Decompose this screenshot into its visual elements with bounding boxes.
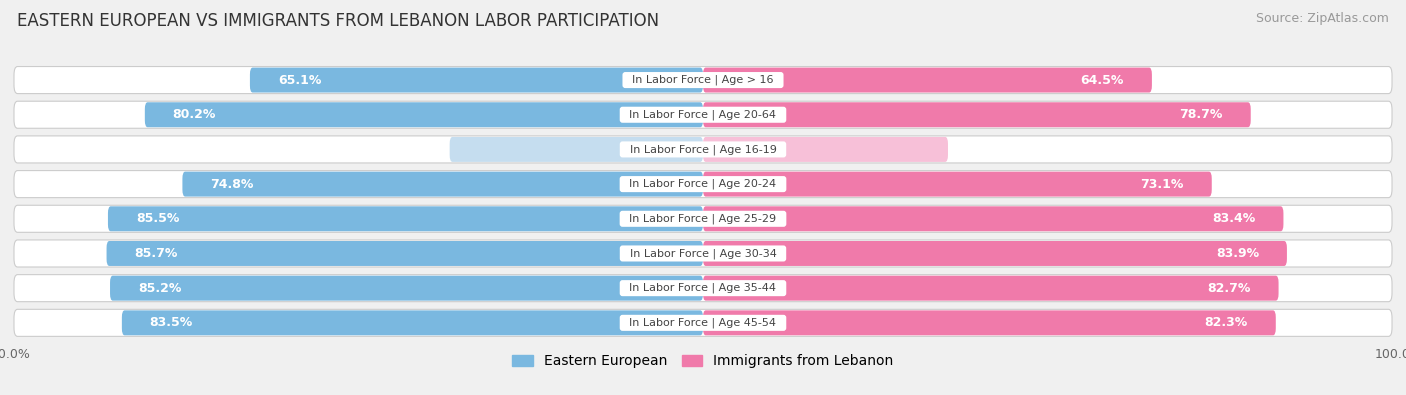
Text: Source: ZipAtlas.com: Source: ZipAtlas.com [1256, 12, 1389, 25]
FancyBboxPatch shape [250, 68, 703, 92]
FancyBboxPatch shape [14, 275, 1392, 302]
Legend: Eastern European, Immigrants from Lebanon: Eastern European, Immigrants from Lebano… [506, 348, 900, 374]
FancyBboxPatch shape [703, 68, 1152, 92]
FancyBboxPatch shape [14, 136, 1392, 163]
Text: 80.2%: 80.2% [173, 108, 217, 121]
FancyBboxPatch shape [450, 137, 703, 162]
Text: 36.4%: 36.4% [636, 143, 675, 156]
Text: 82.3%: 82.3% [1205, 316, 1249, 329]
FancyBboxPatch shape [14, 240, 1392, 267]
Text: 85.5%: 85.5% [136, 212, 179, 225]
Text: In Labor Force | Age 20-24: In Labor Force | Age 20-24 [623, 179, 783, 189]
Text: 64.5%: 64.5% [1081, 73, 1123, 87]
Text: In Labor Force | Age 30-34: In Labor Force | Age 30-34 [623, 248, 783, 259]
FancyBboxPatch shape [145, 102, 703, 127]
Text: In Labor Force | Age 35-44: In Labor Force | Age 35-44 [623, 283, 783, 293]
FancyBboxPatch shape [703, 310, 1275, 335]
Text: 78.7%: 78.7% [1180, 108, 1223, 121]
Text: 65.1%: 65.1% [278, 73, 321, 87]
Text: 83.4%: 83.4% [1212, 212, 1256, 225]
FancyBboxPatch shape [107, 241, 703, 266]
FancyBboxPatch shape [14, 171, 1392, 198]
Text: 82.7%: 82.7% [1208, 282, 1251, 295]
FancyBboxPatch shape [14, 66, 1392, 94]
FancyBboxPatch shape [183, 171, 703, 197]
FancyBboxPatch shape [703, 206, 1284, 231]
FancyBboxPatch shape [14, 101, 1392, 128]
Text: In Labor Force | Age 45-54: In Labor Force | Age 45-54 [623, 318, 783, 328]
FancyBboxPatch shape [14, 309, 1392, 337]
FancyBboxPatch shape [703, 276, 1278, 301]
Text: 85.2%: 85.2% [138, 282, 181, 295]
Text: 83.9%: 83.9% [1216, 247, 1260, 260]
FancyBboxPatch shape [703, 137, 948, 162]
Text: In Labor Force | Age > 16: In Labor Force | Age > 16 [626, 75, 780, 85]
FancyBboxPatch shape [122, 310, 703, 335]
FancyBboxPatch shape [703, 241, 1286, 266]
FancyBboxPatch shape [703, 171, 1212, 197]
Text: 85.7%: 85.7% [135, 247, 177, 260]
FancyBboxPatch shape [108, 206, 703, 231]
Text: 74.8%: 74.8% [211, 178, 253, 191]
Text: 35.2%: 35.2% [731, 143, 770, 156]
FancyBboxPatch shape [14, 205, 1392, 232]
FancyBboxPatch shape [110, 276, 703, 301]
Text: In Labor Force | Age 20-64: In Labor Force | Age 20-64 [623, 109, 783, 120]
Text: 83.5%: 83.5% [149, 316, 193, 329]
Text: 73.1%: 73.1% [1140, 178, 1184, 191]
Text: In Labor Force | Age 25-29: In Labor Force | Age 25-29 [623, 214, 783, 224]
Text: EASTERN EUROPEAN VS IMMIGRANTS FROM LEBANON LABOR PARTICIPATION: EASTERN EUROPEAN VS IMMIGRANTS FROM LEBA… [17, 12, 659, 30]
FancyBboxPatch shape [703, 102, 1251, 127]
Text: In Labor Force | Age 16-19: In Labor Force | Age 16-19 [623, 144, 783, 155]
